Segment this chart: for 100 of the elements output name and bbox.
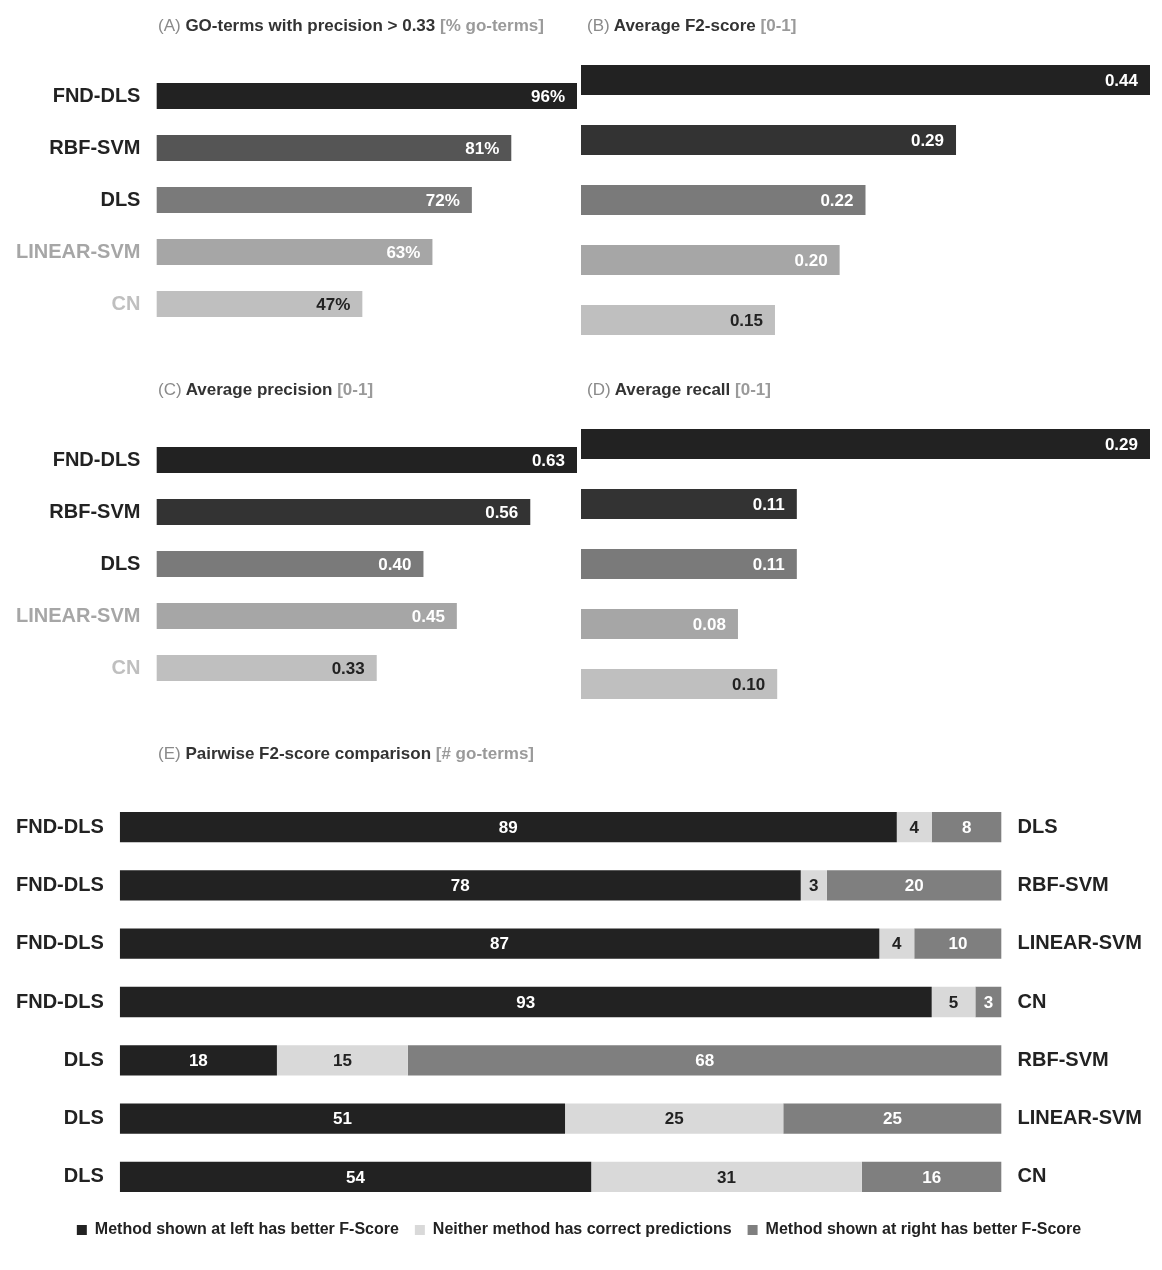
bar xyxy=(156,291,363,317)
y-tick-label: RBF-SVM xyxy=(49,499,141,522)
bar xyxy=(119,870,801,901)
y-tick-label: CN xyxy=(111,291,141,314)
bar xyxy=(931,986,976,1018)
bar xyxy=(861,1161,1002,1193)
data-label: 51 xyxy=(332,1109,352,1129)
bar xyxy=(119,1103,566,1134)
bar xyxy=(591,1161,862,1193)
bar xyxy=(156,83,577,109)
bar xyxy=(119,811,897,843)
chart-title: (B) Average F2-score [0-1] xyxy=(587,16,797,35)
bar xyxy=(581,305,775,335)
bar xyxy=(581,245,840,275)
bar xyxy=(156,447,577,473)
data-label: 63% xyxy=(386,242,421,262)
y2-tick-label: RBF-SVM xyxy=(1017,872,1109,895)
data-label: 25 xyxy=(882,1109,902,1129)
y-tick-label: RBF-SVM xyxy=(49,135,141,158)
y-tick-label: FND-DLS xyxy=(52,447,141,470)
data-label: 4 xyxy=(909,817,920,837)
data-label: 0.11 xyxy=(752,554,785,574)
data-label: 81% xyxy=(465,138,500,158)
bar xyxy=(783,1103,1002,1134)
data-label: 87 xyxy=(490,934,510,954)
data-label: 0.44 xyxy=(1104,70,1139,90)
data-label: 0.11 xyxy=(752,494,785,514)
y-tick-label: FND-DLS xyxy=(16,872,104,895)
y-tick-label: FND-DLS xyxy=(16,814,104,837)
bar xyxy=(914,928,1002,959)
chart-title: (E) Pairwise F2-score comparison [# go-terms] xyxy=(158,744,535,763)
data-label: 3 xyxy=(809,876,819,896)
y-tick-label: DLS xyxy=(100,187,141,210)
data-label: 0.08 xyxy=(692,614,726,634)
y2-tick-label: RBF-SVM xyxy=(1017,1047,1109,1070)
bar xyxy=(581,489,797,519)
bar xyxy=(156,655,377,681)
y-tick-label: FND-DLS xyxy=(52,83,141,106)
data-label: 0.15 xyxy=(729,310,763,330)
y-tick-label: FND-DLS xyxy=(16,931,104,954)
y-tick-label: FND-DLS xyxy=(16,989,104,1012)
bar xyxy=(119,1161,592,1193)
bar xyxy=(931,811,1002,843)
y-tick-label: DLS xyxy=(100,551,141,574)
data-label: 78 xyxy=(450,876,470,896)
bar xyxy=(581,669,778,699)
data-label: 4 xyxy=(892,934,903,954)
chart-title: (A) GO-terms with precision > 0.33 [% go-terms] xyxy=(158,16,544,35)
bar xyxy=(565,1103,784,1134)
bar xyxy=(581,609,738,639)
legend-label: Method shown at right has better F-Score xyxy=(765,1220,1082,1238)
bar xyxy=(581,429,1150,459)
bar xyxy=(879,928,915,959)
data-label: 0.29 xyxy=(910,130,945,150)
y-tick-label: DLS xyxy=(63,1164,104,1187)
y-tick-label: LINEAR-SVM xyxy=(15,603,141,626)
bar xyxy=(119,1045,277,1076)
data-label: 25 xyxy=(664,1109,684,1129)
y2-tick-label: CN xyxy=(1017,989,1047,1012)
data-label: 16 xyxy=(922,1167,942,1187)
bar xyxy=(156,499,531,525)
data-label: 5 xyxy=(948,992,959,1012)
bar xyxy=(800,870,827,901)
data-label: 93 xyxy=(516,992,536,1012)
data-label: 0.20 xyxy=(794,250,828,270)
bar xyxy=(156,551,424,577)
y-tick-label: DLS xyxy=(63,1047,104,1070)
data-label: 31 xyxy=(717,1167,736,1187)
legend-label: Method shown at left has better F-Score xyxy=(94,1220,399,1238)
data-label: 89 xyxy=(498,817,518,837)
bar xyxy=(581,125,957,155)
bar xyxy=(826,870,1002,901)
y2-tick-label: CN xyxy=(1017,1164,1047,1187)
chart-title: (C) Average precision [0-1] xyxy=(158,380,374,399)
data-label: 3 xyxy=(983,992,994,1012)
y-tick-label: CN xyxy=(111,655,141,678)
bar xyxy=(581,549,797,579)
y2-tick-label: LINEAR-SVM xyxy=(1017,1106,1143,1129)
y2-tick-label: DLS xyxy=(1017,814,1058,837)
chart-title: (D) Average recall [0-1] xyxy=(587,380,771,399)
data-label: 20 xyxy=(904,876,924,896)
data-label: 10 xyxy=(948,934,968,954)
data-label: 54 xyxy=(346,1167,366,1187)
bar xyxy=(119,928,880,959)
data-label: 0.45 xyxy=(411,606,445,626)
bar xyxy=(407,1045,1002,1076)
data-label: 47% xyxy=(316,294,351,314)
bar xyxy=(581,185,866,215)
data-label: 0.33 xyxy=(331,658,365,678)
bar xyxy=(276,1045,408,1076)
bar xyxy=(156,187,472,213)
data-label: 0.63 xyxy=(531,450,565,470)
bar xyxy=(156,239,433,265)
data-label: 0.40 xyxy=(378,554,412,574)
bar xyxy=(156,603,457,629)
data-label: 0.22 xyxy=(820,190,854,210)
bar xyxy=(119,986,932,1018)
legend-label: Neither method has correct predictions xyxy=(432,1220,732,1238)
data-label: 0.10 xyxy=(732,674,766,694)
data-label: 96% xyxy=(530,86,565,106)
